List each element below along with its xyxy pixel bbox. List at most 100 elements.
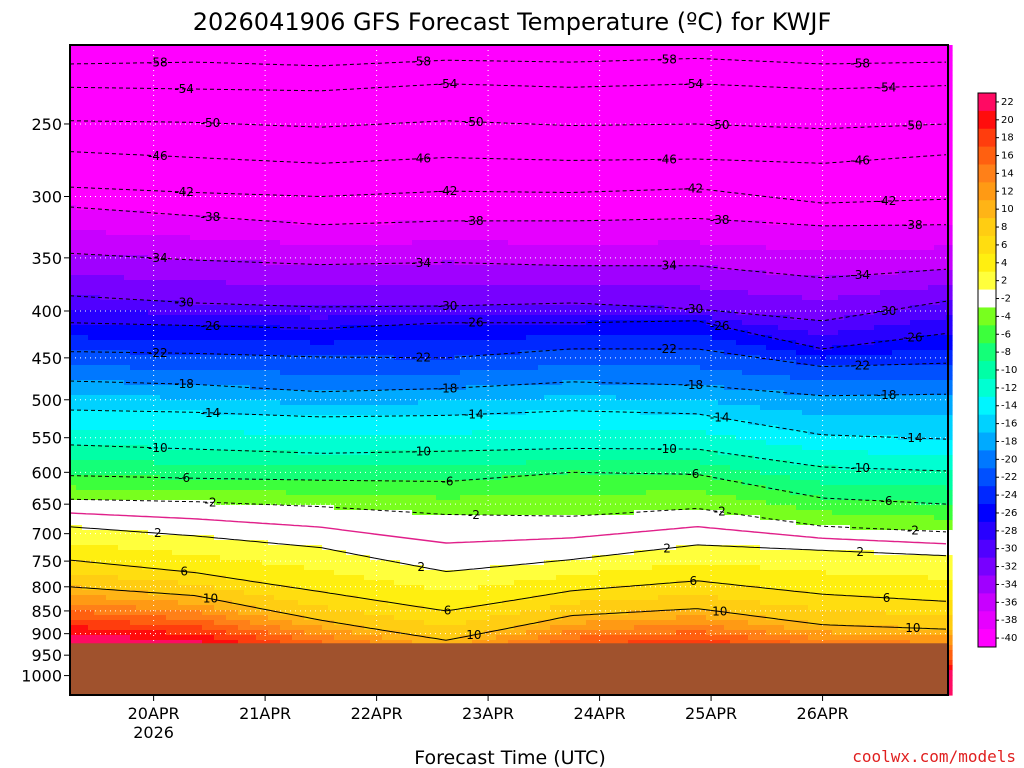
temperature-cell <box>220 400 227 406</box>
temperature-cell <box>220 140 227 146</box>
temperature-cell <box>184 175 191 181</box>
temperature-cell <box>268 185 275 191</box>
temperature-cell <box>274 255 281 261</box>
temperature-cell <box>190 325 197 331</box>
temperature-cell <box>250 570 257 576</box>
temperature-cell <box>136 130 143 136</box>
temperature-cell <box>100 470 107 476</box>
temperature-cell <box>250 450 257 456</box>
temperature-cell <box>118 45 125 51</box>
temperature-cell <box>208 165 215 171</box>
temperature-cell <box>82 165 89 171</box>
temperature-cell <box>70 225 77 231</box>
temperature-cell <box>238 485 245 491</box>
temperature-cell <box>226 150 233 156</box>
temperature-cell <box>220 420 227 426</box>
temperature-cell <box>244 190 251 196</box>
temperature-cell <box>274 575 281 581</box>
temperature-cell <box>76 150 83 156</box>
temperature-cell <box>256 460 263 466</box>
temperature-cell <box>94 140 101 146</box>
temperature-cell <box>190 125 197 131</box>
temperature-cell <box>262 145 269 151</box>
temperature-cell <box>232 70 239 76</box>
temperature-cell <box>100 75 107 81</box>
temperature-cell <box>112 465 119 471</box>
temperature-cell <box>106 340 113 346</box>
temperature-cell <box>208 415 215 421</box>
temperature-cell <box>172 200 179 206</box>
temperature-cell <box>130 485 137 491</box>
temperature-cell <box>244 225 251 231</box>
temperature-cell <box>226 435 233 441</box>
temperature-cell <box>226 320 233 326</box>
temperature-cell <box>232 190 239 196</box>
temperature-cell <box>280 70 287 76</box>
temperature-cell <box>262 565 269 571</box>
temperature-cell <box>94 615 101 621</box>
temperature-cell <box>286 210 293 216</box>
temperature-cell <box>106 350 113 356</box>
temperature-cell <box>244 235 251 241</box>
temperature-cell <box>166 200 173 206</box>
temperature-cell <box>196 70 203 76</box>
temperature-cell <box>250 215 257 221</box>
temperature-cell <box>214 135 221 141</box>
temperature-cell <box>172 245 179 251</box>
temperature-cell <box>232 595 239 601</box>
temperature-cell <box>160 570 167 576</box>
temperature-cell <box>100 485 107 491</box>
temperature-cell <box>70 425 77 431</box>
temperature-cell <box>214 345 221 351</box>
temperature-cell <box>94 340 101 346</box>
temperature-cell <box>148 265 155 271</box>
temperature-cell <box>70 275 77 281</box>
temperature-cell <box>196 55 203 61</box>
temperature-cell <box>124 435 131 441</box>
temperature-cell <box>142 415 149 421</box>
temperature-cell <box>184 280 191 286</box>
temperature-cell <box>160 455 167 461</box>
temperature-cell <box>250 345 257 351</box>
temperature-cell <box>280 460 287 466</box>
temperature-cell <box>214 275 221 281</box>
temperature-cell <box>220 505 227 511</box>
temperature-cell <box>250 195 257 201</box>
temperature-cell <box>112 55 119 61</box>
temperature-cell <box>238 410 245 416</box>
temperature-cell <box>280 185 287 191</box>
temperature-cell <box>184 595 191 601</box>
temperature-cell <box>76 535 83 541</box>
temperature-cell <box>94 335 101 341</box>
temperature-cell <box>76 400 83 406</box>
temperature-cell <box>178 430 185 436</box>
temperature-cell <box>196 200 203 206</box>
temperature-cell <box>286 395 293 401</box>
temperature-cell <box>112 70 119 76</box>
temperature-cell <box>214 95 221 101</box>
temperature-cell <box>142 545 149 551</box>
temperature-cell <box>160 345 167 351</box>
temperature-cell <box>172 75 179 81</box>
temperature-cell <box>256 250 263 256</box>
temperature-cell <box>220 305 227 311</box>
temperature-cell <box>208 525 215 531</box>
temperature-cell <box>184 50 191 56</box>
temperature-cell <box>70 325 77 331</box>
temperature-cell <box>82 45 89 51</box>
temperature-cell <box>196 220 203 226</box>
temperature-cell <box>202 500 209 506</box>
temperature-cell <box>76 590 83 596</box>
temperature-cell <box>298 175 305 181</box>
temperature-cell <box>136 385 143 391</box>
temperature-cell <box>208 45 215 51</box>
temperature-cell <box>70 595 77 601</box>
temperature-cell <box>256 75 263 81</box>
temperature-cell <box>208 615 215 621</box>
temperature-cell <box>238 185 245 191</box>
temperature-cell <box>82 630 89 636</box>
temperature-cell <box>118 555 125 561</box>
temperature-cell <box>130 535 137 541</box>
temperature-cell <box>232 230 239 236</box>
temperature-cell <box>226 590 233 596</box>
